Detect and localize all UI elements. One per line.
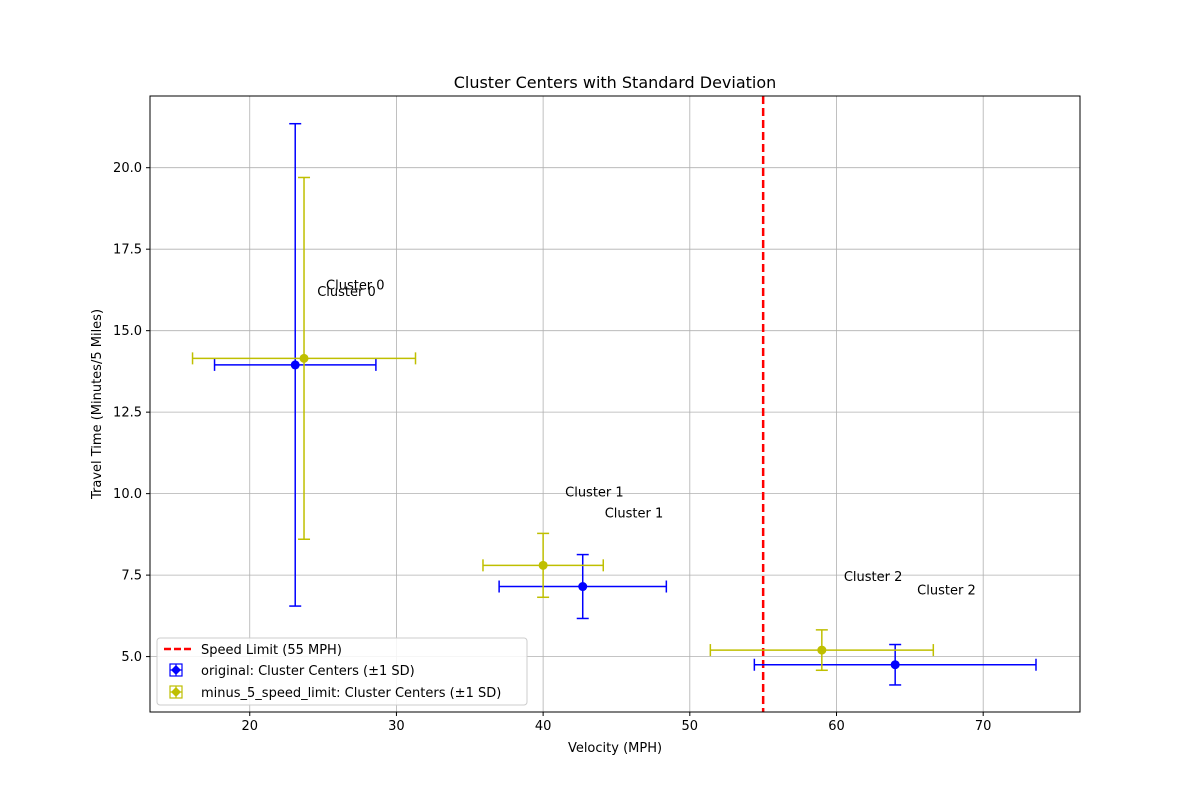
x-tick-label: 60 [828, 719, 845, 734]
legend-series-minus5-swatch [169, 685, 183, 699]
plot-frame [149, 95, 1081, 713]
x-tick-label: 30 [388, 719, 405, 734]
cluster-label: Cluster 0 [326, 279, 385, 294]
legend: Speed Limit (55 MPH) original: Cluster C… [156, 637, 528, 706]
cluster-label: Cluster 2 [844, 570, 903, 585]
cluster-label: Cluster 1 [565, 486, 624, 501]
y-tick-label: 10.0 [113, 487, 142, 502]
y-tick-label: 15.0 [113, 324, 142, 339]
cluster-center-point [538, 560, 548, 570]
y-axis-ticks: 5.0 7.5 10.0 12.5 15.0 17.5 20.0 [113, 161, 150, 665]
y-tick-label: 20.0 [113, 161, 142, 176]
cluster-center-point [890, 660, 900, 670]
x-tick-label: 70 [975, 719, 992, 734]
cluster-label: Cluster 2 [917, 583, 976, 598]
cluster-label: Cluster 0 [317, 285, 376, 300]
legend-box [156, 637, 528, 706]
legend-series-minus5-label: minus_5_speed_limit: Cluster Centers (±1… [201, 686, 501, 701]
y-axis-label: Travel Time (Minutes/5 Miles) [90, 309, 105, 500]
cluster-label: Cluster 1 [605, 507, 664, 522]
cluster-center-point [817, 645, 827, 655]
legend-marker [171, 687, 181, 697]
legend-series-original-label: original: Cluster Centers (±1 SD) [201, 664, 415, 679]
x-tick-label: 20 [241, 719, 258, 734]
x-tick-label: 40 [535, 719, 552, 734]
series-1: Cluster 0 Cluster 1 Cluster 2 [191, 176, 935, 672]
chart-title: Cluster Centers with Standard Deviation [454, 73, 777, 92]
cluster-center-point [290, 360, 300, 370]
legend-series-original-swatch [169, 663, 183, 677]
y-tick-label: 12.5 [113, 406, 142, 421]
x-axis-label: Velocity (MPH) [568, 741, 662, 756]
y-tick-label: 17.5 [113, 243, 142, 258]
legend-marker [171, 665, 181, 675]
cluster-center-point [578, 582, 588, 592]
legend-speed-limit-label: Speed Limit (55 MPH) [201, 643, 342, 658]
x-axis-ticks: 20 30 40 50 60 70 [241, 712, 991, 734]
y-tick-label: 7.5 [121, 569, 142, 584]
y-tick-label: 5.0 [121, 650, 142, 665]
grid-lines [150, 96, 1080, 712]
x-tick-label: 50 [682, 719, 699, 734]
cluster-center-point [299, 353, 309, 363]
series-0: Cluster 0 Cluster 1 Cluster 2 [213, 122, 1037, 686]
